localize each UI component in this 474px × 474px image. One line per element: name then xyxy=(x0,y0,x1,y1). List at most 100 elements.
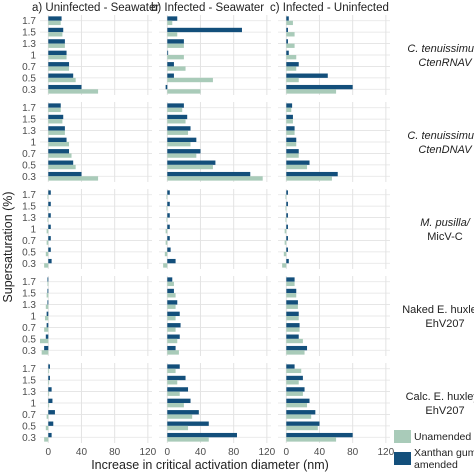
bar-xanthan-amended xyxy=(286,258,289,264)
bar-xanthan-amended xyxy=(48,50,67,55)
bar-unamended xyxy=(165,240,168,245)
bar-xanthan-amended xyxy=(167,201,170,207)
bar-xanthan-amended xyxy=(286,190,288,195)
legend-label-xanthan-line1: Xanthan gum xyxy=(414,447,474,459)
bar-xanthan-amended xyxy=(286,16,289,21)
y-tick-label: 1 xyxy=(30,399,36,410)
y-tick-label: 1 xyxy=(30,51,36,62)
bar-xanthan-amended xyxy=(167,277,173,282)
bar-xanthan-amended xyxy=(167,114,188,120)
y-tick-label: 0.3 xyxy=(22,433,36,444)
bar-unamended xyxy=(167,153,197,158)
y-tick-label: 1.3 xyxy=(22,300,36,311)
y-tick-label: 0.5 xyxy=(22,334,36,345)
bar-xanthan-amended xyxy=(48,16,62,21)
bar-unamended xyxy=(48,107,61,113)
bar-xanthan-amended xyxy=(286,421,320,426)
bar-unamended xyxy=(286,414,312,419)
x-tick-label: 120 xyxy=(259,447,276,458)
bar-xanthan-amended xyxy=(48,126,65,131)
bar-xanthan-amended xyxy=(286,398,310,403)
bar-xanthan-amended xyxy=(286,39,288,44)
bar-unamended xyxy=(286,142,297,147)
bar-unamended xyxy=(286,327,300,332)
bar-unamended xyxy=(286,153,299,158)
bar-unamended xyxy=(48,77,76,83)
bar-unamended xyxy=(167,89,201,94)
bar-unamended xyxy=(286,316,299,321)
bar-unamended xyxy=(40,338,49,344)
y-tick-label: 1.3 xyxy=(22,126,36,137)
bar-xanthan-amended xyxy=(286,160,310,165)
bar-xanthan-amended xyxy=(48,375,50,381)
bar-xanthan-amended xyxy=(286,410,316,415)
bar-unamended xyxy=(47,206,49,211)
bar-unamended xyxy=(167,403,184,408)
bar-xanthan-amended xyxy=(45,334,49,339)
column-title: b) Infected - Seawater xyxy=(151,2,264,14)
bar-xanthan-amended xyxy=(286,345,308,351)
bar-xanthan-amended xyxy=(48,421,54,426)
bar-xanthan-amended xyxy=(48,364,50,369)
bar-unamended xyxy=(167,130,189,135)
bar-xanthan-amended xyxy=(167,410,199,415)
bar-xanthan-amended xyxy=(286,364,295,369)
bar-unamended xyxy=(44,263,49,268)
panel xyxy=(278,15,390,95)
bar-xanthan-amended xyxy=(167,236,170,241)
bar-unamended xyxy=(166,217,168,222)
y-tick-label: 0.7 xyxy=(22,62,36,73)
y-tick-label: 1.7 xyxy=(22,277,36,288)
bar-xanthan-amended xyxy=(167,311,180,316)
bar-xanthan-amended xyxy=(286,288,297,294)
bar-xanthan-amended xyxy=(48,224,51,229)
bar-unamended xyxy=(48,119,63,124)
bar-unamended xyxy=(48,164,76,170)
bar-xanthan-amended xyxy=(167,364,180,369)
bar-xanthan-amended xyxy=(286,247,288,252)
bar-xanthan-amended xyxy=(286,103,293,108)
panel xyxy=(278,189,390,269)
x-tick-label: 120 xyxy=(378,447,395,458)
bar-xanthan-amended xyxy=(167,432,237,438)
bar-unamended xyxy=(286,43,295,48)
bar-unamended xyxy=(286,119,293,124)
x-axis-label: Increase in critical activation diameter… xyxy=(91,458,329,472)
bar-xanthan-amended xyxy=(47,288,49,294)
bar-xanthan-amended xyxy=(167,39,184,44)
y-tick-label: 1.7 xyxy=(22,364,36,375)
bar-unamended xyxy=(165,229,168,234)
row-label-line2: MicV-C xyxy=(427,231,463,243)
bar-xanthan-amended xyxy=(286,277,295,282)
bar-unamended xyxy=(167,142,191,147)
bar-xanthan-amended xyxy=(167,300,178,305)
column-title: c) Infected - Uninfected xyxy=(270,2,389,14)
bar-unamended xyxy=(166,194,168,200)
bar-xanthan-amended xyxy=(48,84,82,90)
bar-xanthan-amended xyxy=(286,432,353,438)
bar-xanthan-amended xyxy=(48,387,52,392)
bar-unamended xyxy=(167,119,186,124)
bar-unamended xyxy=(46,240,49,245)
bar-xanthan-amended xyxy=(167,190,170,195)
bar-unamended xyxy=(167,176,263,181)
bar-unamended xyxy=(45,425,49,431)
bar-unamended xyxy=(48,380,50,385)
bar-xanthan-amended xyxy=(286,114,293,120)
bar-unamended xyxy=(48,43,65,48)
panel xyxy=(159,102,271,182)
bar-unamended xyxy=(45,251,49,257)
bar-unamended xyxy=(167,20,173,26)
bar-unamended xyxy=(48,153,72,158)
bar-unamended xyxy=(167,107,183,113)
bar-unamended xyxy=(167,66,186,71)
bar-unamended xyxy=(282,263,287,268)
row-label-line2: CtenDNAV xyxy=(418,144,473,156)
y-tick-label: 0.3 xyxy=(22,85,36,96)
bar-xanthan-amended xyxy=(286,375,303,381)
bar-unamended xyxy=(46,229,49,234)
bar-unamended xyxy=(283,251,287,257)
bar-unamended xyxy=(44,316,49,321)
bar-xanthan-amended xyxy=(46,323,49,328)
bar-xanthan-amended xyxy=(167,73,174,78)
